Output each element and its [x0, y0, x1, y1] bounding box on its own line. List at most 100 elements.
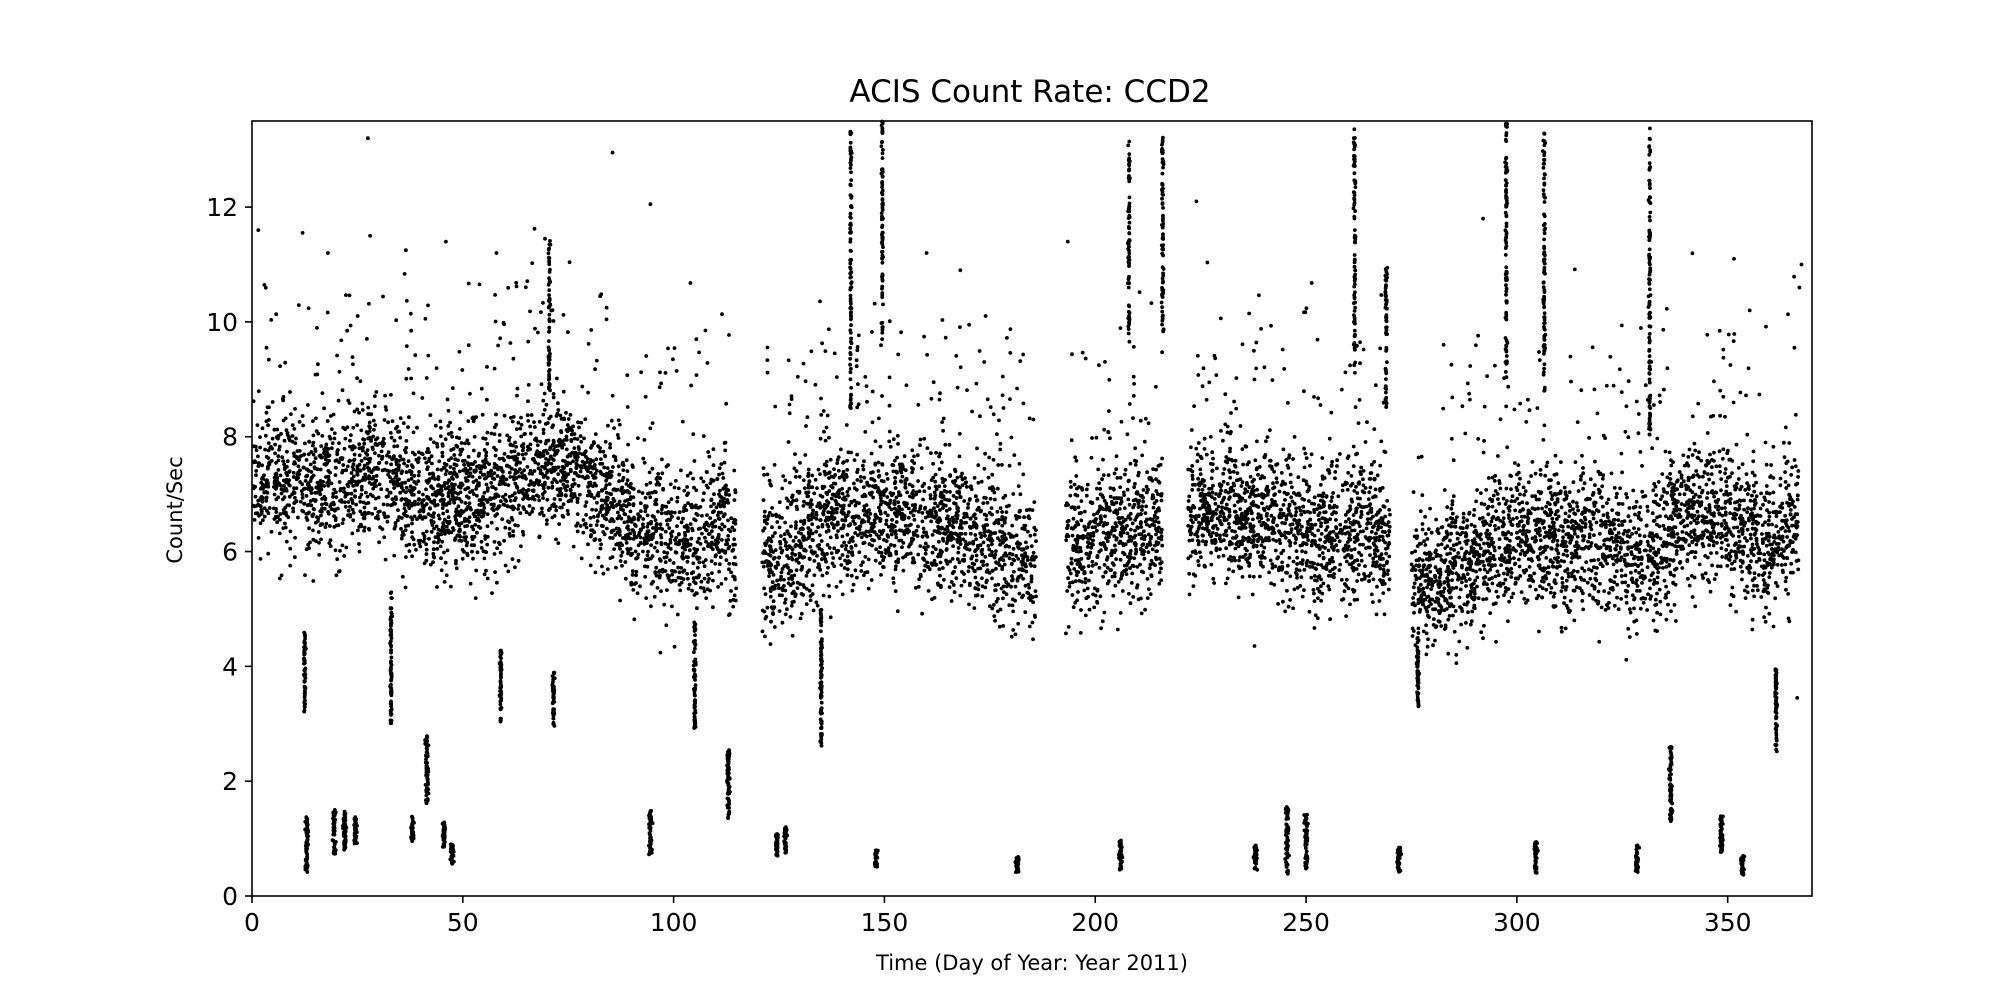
- data-point: [503, 482, 508, 487]
- data-point: [468, 466, 473, 471]
- data-point: [1211, 577, 1216, 581]
- data-point: [1629, 545, 1634, 549]
- data-point: [1583, 525, 1588, 529]
- data-point: [536, 462, 541, 466]
- data-point: [1372, 427, 1377, 432]
- data-point: [448, 465, 453, 469]
- data-point: [1662, 527, 1667, 531]
- data-point: [723, 448, 728, 453]
- data-point: [320, 502, 324, 507]
- data-point: [1142, 529, 1146, 534]
- data-point: [625, 498, 630, 502]
- data-point: [351, 362, 355, 367]
- data-point: [1084, 487, 1089, 492]
- data-point: [1633, 569, 1638, 573]
- data-point: [687, 582, 692, 587]
- data-point: [1232, 399, 1236, 404]
- data-point: [1686, 485, 1690, 489]
- data-point: [992, 614, 997, 618]
- data-point: [1639, 596, 1644, 601]
- data-point: [1138, 562, 1142, 567]
- data-point: [1475, 488, 1479, 492]
- data-point: [988, 405, 993, 409]
- data-point: [330, 441, 335, 445]
- data-point: [532, 226, 537, 231]
- data-point: [425, 467, 430, 472]
- data-point: [1140, 504, 1144, 509]
- data-point: [1784, 486, 1789, 490]
- data-point: [1601, 513, 1606, 517]
- data-point: [1544, 464, 1549, 469]
- data-point: [620, 550, 625, 555]
- data-point: [1434, 517, 1438, 522]
- data-point: [1337, 568, 1342, 573]
- data-point: [1136, 526, 1140, 530]
- data-point: [818, 533, 822, 538]
- data-point: [617, 479, 621, 484]
- data-point: [832, 351, 837, 356]
- data-point: [839, 563, 844, 567]
- data-point: [1515, 536, 1519, 540]
- data-point: [443, 472, 448, 477]
- data-point: [1626, 626, 1631, 631]
- data-point: [1250, 592, 1255, 597]
- data-point: [1771, 490, 1776, 495]
- data-point: [672, 485, 677, 490]
- data-point: [373, 451, 377, 456]
- data-point: [1502, 593, 1506, 598]
- data-point: [659, 589, 663, 593]
- data-point: [1363, 440, 1368, 444]
- data-point: [869, 578, 874, 582]
- data-point: [485, 500, 490, 504]
- data-point: [1154, 532, 1158, 537]
- data-point: [1255, 504, 1260, 509]
- data-point: [996, 521, 1001, 526]
- data-point: [600, 488, 604, 492]
- data-point: [264, 410, 269, 415]
- data-point: [805, 415, 810, 420]
- data-point: [1707, 477, 1711, 482]
- data-point: [1454, 571, 1459, 576]
- data-point: [1222, 467, 1227, 471]
- data-point: [770, 580, 775, 585]
- data-point: [410, 530, 414, 535]
- data-point: [819, 413, 824, 417]
- data-point: [856, 333, 861, 338]
- data-point: [825, 499, 829, 503]
- data-point: [1732, 559, 1737, 564]
- data-point: [497, 439, 502, 443]
- data-point: [1292, 587, 1297, 592]
- data-point: [575, 437, 580, 441]
- data-point: [948, 490, 952, 494]
- data-point: [990, 606, 995, 611]
- data-point: [1133, 481, 1137, 486]
- data-point: [1133, 518, 1138, 522]
- data-point: [1078, 631, 1083, 635]
- data-point: [1251, 574, 1256, 579]
- data-point: [1616, 531, 1621, 535]
- data-point: [273, 451, 277, 456]
- data-point: [855, 470, 859, 475]
- data-point: [1321, 581, 1326, 586]
- data-point: [794, 520, 798, 525]
- data-point: [470, 474, 475, 479]
- data-point: [477, 475, 482, 480]
- data-point: [1441, 406, 1446, 411]
- data-point: [1375, 584, 1379, 589]
- data-point: [1626, 547, 1631, 551]
- data-point: [1257, 519, 1262, 524]
- data-point: [1382, 563, 1386, 568]
- data-point: [824, 425, 829, 430]
- data-point: [1737, 539, 1742, 544]
- data-point: [1626, 379, 1631, 384]
- data-point: [1606, 606, 1611, 610]
- data-point: [272, 506, 276, 511]
- data-point: [638, 535, 643, 540]
- data-point: [1517, 564, 1522, 569]
- data-point: [440, 454, 445, 459]
- data-point: [914, 528, 919, 533]
- data-point: [675, 495, 680, 500]
- data-point: [1327, 587, 1332, 592]
- data-point: [1219, 521, 1223, 526]
- data-point: [1627, 635, 1632, 639]
